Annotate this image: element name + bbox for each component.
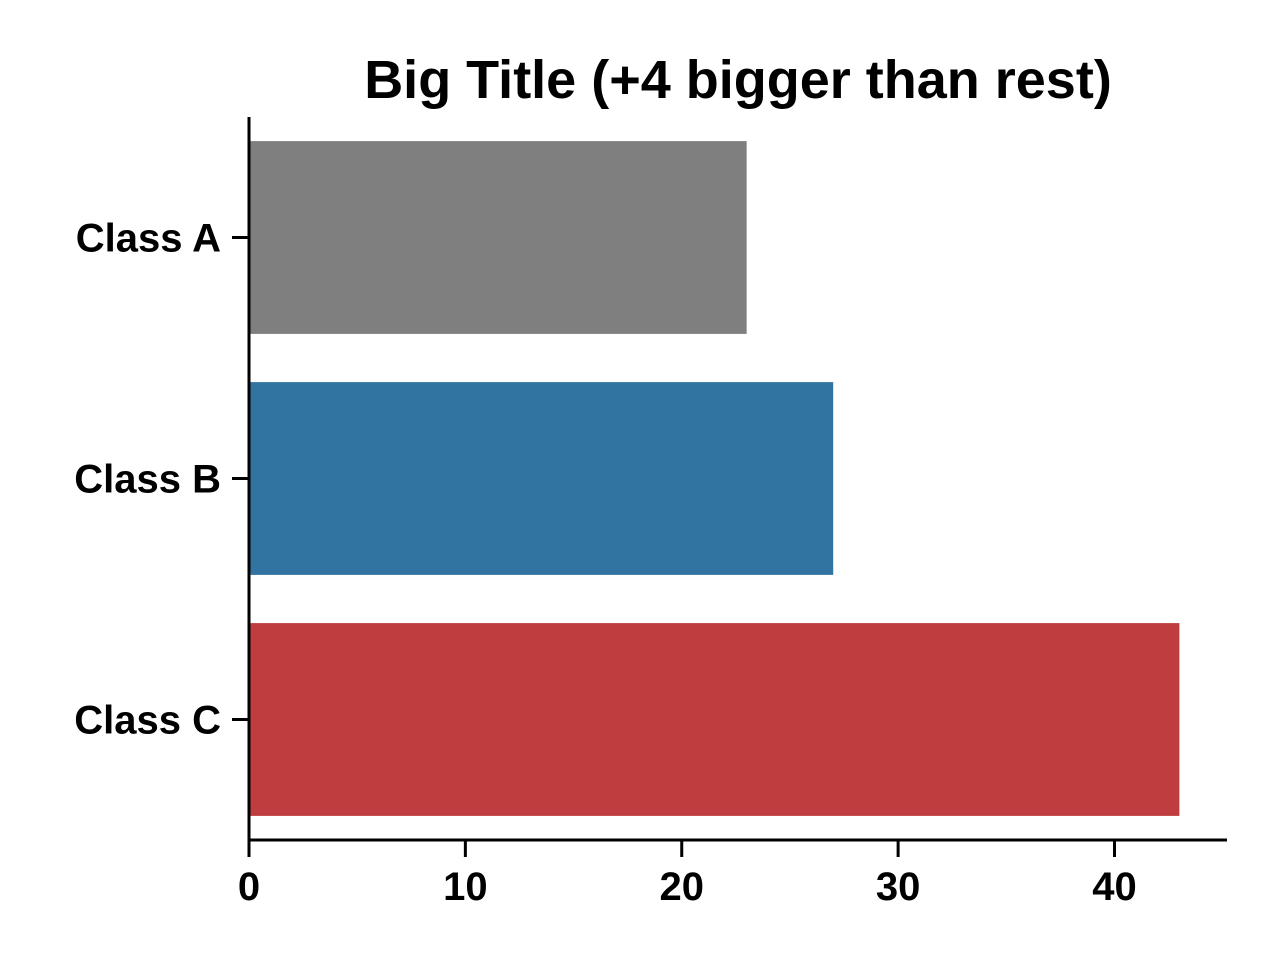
bars-layer	[249, 141, 1180, 816]
xtick-label-20: 20	[659, 865, 704, 909]
xtick-label-0: 0	[238, 865, 260, 909]
ytick-label-class-a: Class A	[76, 217, 221, 261]
xtick-label-30: 30	[876, 865, 921, 909]
ytick-label-class-c: Class C	[74, 699, 221, 743]
xtick-label-40: 40	[1092, 865, 1137, 909]
chart-title: Big Title (+4 bigger than rest)	[364, 50, 1112, 110]
bar-class-c	[249, 623, 1180, 816]
xtick-label-10: 10	[443, 865, 488, 909]
ytick-label-class-b: Class B	[74, 458, 221, 502]
bar-class-b	[249, 382, 834, 575]
bar-class-a	[249, 141, 747, 334]
axes-layer: Class A Class B Class C 0 10 20 30 40	[74, 117, 1227, 909]
